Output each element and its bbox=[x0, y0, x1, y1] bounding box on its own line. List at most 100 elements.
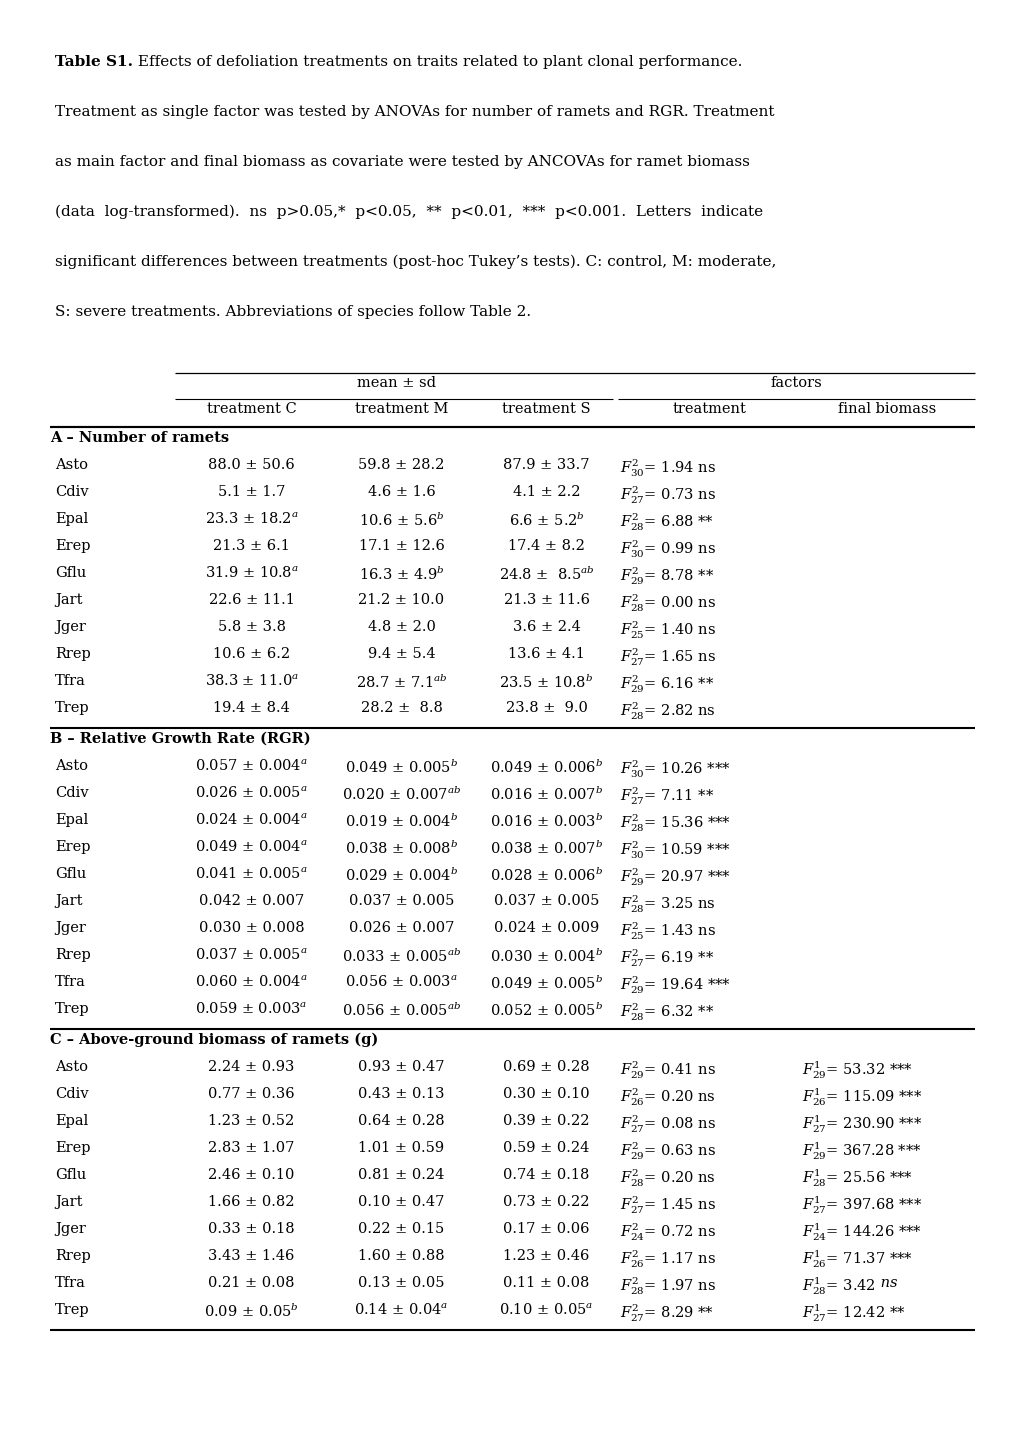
Text: 0.10 ± 0.05$^a$: 0.10 ± 0.05$^a$ bbox=[499, 1303, 593, 1319]
Text: 28.7 ± 7.1$^{ab}$: 28.7 ± 7.1$^{ab}$ bbox=[356, 674, 446, 691]
Text: 28.2 ±  8.8: 28.2 ± 8.8 bbox=[360, 701, 442, 714]
Text: A – Number of ramets: A – Number of ramets bbox=[50, 431, 229, 444]
Text: Table S1.: Table S1. bbox=[55, 55, 132, 69]
Text: 0.016 ± 0.007$^b$: 0.016 ± 0.007$^b$ bbox=[489, 786, 602, 804]
Text: 6.6 ± 5.2$^b$: 6.6 ± 5.2$^b$ bbox=[508, 512, 584, 530]
Text: 0.030 ± 0.004$^b$: 0.030 ± 0.004$^b$ bbox=[489, 948, 602, 965]
Text: 0.016 ± 0.003$^b$: 0.016 ± 0.003$^b$ bbox=[489, 812, 602, 830]
Text: Jart: Jart bbox=[55, 895, 83, 908]
Text: 0.30 ± 0.10: 0.30 ± 0.10 bbox=[502, 1087, 589, 1101]
Text: 87.9 ± 33.7: 87.9 ± 33.7 bbox=[502, 457, 589, 472]
Text: ns: ns bbox=[875, 1276, 897, 1290]
Text: 22.6 ± 11.1: 22.6 ± 11.1 bbox=[208, 593, 294, 608]
Text: $F^1_{24}$= 144.26 ***: $F^1_{24}$= 144.26 *** bbox=[801, 1222, 921, 1244]
Text: Trep: Trep bbox=[55, 701, 90, 714]
Text: 4.1 ± 2.2: 4.1 ± 2.2 bbox=[513, 485, 580, 499]
Text: $F^2_{30}$= 1.94 ns: $F^2_{30}$= 1.94 ns bbox=[620, 457, 715, 479]
Text: 0.09 ± 0.05$^b$: 0.09 ± 0.05$^b$ bbox=[204, 1303, 299, 1320]
Text: $F^2_{27}$= 7.11 **: $F^2_{27}$= 7.11 ** bbox=[620, 786, 713, 807]
Text: 0.052 ± 0.005$^b$: 0.052 ± 0.005$^b$ bbox=[489, 1001, 602, 1019]
Text: 0.17 ± 0.06: 0.17 ± 0.06 bbox=[502, 1222, 589, 1237]
Text: 0.059 ± 0.003$^a$: 0.059 ± 0.003$^a$ bbox=[195, 1001, 308, 1017]
Text: 0.049 ± 0.005$^b$: 0.049 ± 0.005$^b$ bbox=[344, 759, 458, 776]
Text: $F^2_{29}$= 19.64 ***: $F^2_{29}$= 19.64 *** bbox=[620, 975, 730, 996]
Text: Gflu: Gflu bbox=[55, 867, 87, 882]
Text: Erep: Erep bbox=[55, 840, 91, 854]
Text: 0.59 ± 0.24: 0.59 ± 0.24 bbox=[502, 1141, 589, 1154]
Text: $F^2_{30}$= 10.59 ***: $F^2_{30}$= 10.59 *** bbox=[620, 840, 730, 861]
Text: 5.1 ± 1.7: 5.1 ± 1.7 bbox=[218, 485, 285, 499]
Text: 1.60 ± 0.88: 1.60 ± 0.88 bbox=[358, 1250, 444, 1263]
Text: Rrep: Rrep bbox=[55, 1250, 91, 1263]
Text: 1.23 ± 0.52: 1.23 ± 0.52 bbox=[208, 1114, 294, 1128]
Text: 0.037 ± 0.005: 0.037 ± 0.005 bbox=[348, 895, 453, 908]
Text: 0.93 ± 0.47: 0.93 ± 0.47 bbox=[358, 1061, 444, 1074]
Text: $F^2_{25}$= 1.43 ns: $F^2_{25}$= 1.43 ns bbox=[620, 921, 715, 942]
Text: 0.020 ± 0.007$^{ab}$: 0.020 ± 0.007$^{ab}$ bbox=[341, 786, 461, 804]
Text: $F^2_{29}$= 0.63 ns: $F^2_{29}$= 0.63 ns bbox=[620, 1141, 715, 1162]
Text: $F^2_{29}$= 8.78 **: $F^2_{29}$= 8.78 ** bbox=[620, 566, 713, 587]
Text: $F^2_{26}$= 0.20 ns: $F^2_{26}$= 0.20 ns bbox=[620, 1087, 715, 1108]
Text: $F^2_{24}$= 0.72 ns: $F^2_{24}$= 0.72 ns bbox=[620, 1222, 715, 1244]
Text: 0.049 ± 0.004$^a$: 0.049 ± 0.004$^a$ bbox=[195, 840, 308, 856]
Text: $F^2_{29}$= 6.16 **: $F^2_{29}$= 6.16 ** bbox=[620, 674, 713, 696]
Text: 0.026 ± 0.005$^a$: 0.026 ± 0.005$^a$ bbox=[195, 786, 308, 801]
Text: 21.2 ± 10.0: 21.2 ± 10.0 bbox=[358, 593, 444, 608]
Text: Epal: Epal bbox=[55, 812, 89, 827]
Text: $F^2_{27}$= 6.19 **: $F^2_{27}$= 6.19 ** bbox=[620, 948, 713, 970]
Text: Asto: Asto bbox=[55, 457, 88, 472]
Text: Jger: Jger bbox=[55, 1222, 86, 1237]
Text: 17.4 ± 8.2: 17.4 ± 8.2 bbox=[507, 540, 584, 553]
Text: 1.23 ± 0.46: 1.23 ± 0.46 bbox=[502, 1250, 589, 1263]
Text: 0.030 ± 0.008: 0.030 ± 0.008 bbox=[199, 921, 304, 935]
Text: Asto: Asto bbox=[55, 759, 88, 773]
Text: 2.46 ± 0.10: 2.46 ± 0.10 bbox=[208, 1167, 294, 1182]
Text: $F^2_{28}$= 3.25 ns: $F^2_{28}$= 3.25 ns bbox=[620, 895, 715, 915]
Text: Effects of defoliation treatments on traits related to plant clonal performance.: Effects of defoliation treatments on tra… bbox=[132, 55, 742, 69]
Text: 13.6 ± 4.1: 13.6 ± 4.1 bbox=[507, 646, 584, 661]
Text: 4.8 ± 2.0: 4.8 ± 2.0 bbox=[367, 620, 435, 633]
Text: 0.13 ± 0.05: 0.13 ± 0.05 bbox=[358, 1276, 444, 1290]
Text: 0.43 ± 0.13: 0.43 ± 0.13 bbox=[358, 1087, 444, 1101]
Text: Cdiv: Cdiv bbox=[55, 485, 89, 499]
Text: $F^2_{28}$= 0.00 ns: $F^2_{28}$= 0.00 ns bbox=[620, 593, 715, 615]
Text: 0.81 ± 0.24: 0.81 ± 0.24 bbox=[358, 1167, 444, 1182]
Text: 21.3 ± 11.6: 21.3 ± 11.6 bbox=[503, 593, 589, 608]
Text: $F^2_{26}$= 1.17 ns: $F^2_{26}$= 1.17 ns bbox=[620, 1250, 715, 1270]
Text: treatment M: treatment M bbox=[355, 403, 447, 416]
Text: 10.6 ± 5.6$^b$: 10.6 ± 5.6$^b$ bbox=[359, 512, 444, 530]
Text: 0.042 ± 0.007: 0.042 ± 0.007 bbox=[199, 895, 304, 908]
Text: $F^2_{27}$= 1.65 ns: $F^2_{27}$= 1.65 ns bbox=[620, 646, 715, 668]
Text: significant differences between treatments (post-hoc Tukey’s tests). C: control,: significant differences between treatmen… bbox=[55, 255, 775, 270]
Text: B – Relative Growth Rate (RGR): B – Relative Growth Rate (RGR) bbox=[50, 732, 311, 746]
Text: treatment: treatment bbox=[672, 403, 745, 416]
Text: 0.11 ± 0.08: 0.11 ± 0.08 bbox=[502, 1276, 589, 1290]
Text: 0.024 ± 0.004$^a$: 0.024 ± 0.004$^a$ bbox=[195, 812, 308, 828]
Text: 16.3 ± 4.9$^b$: 16.3 ± 4.9$^b$ bbox=[359, 566, 444, 583]
Text: 0.026 ± 0.007: 0.026 ± 0.007 bbox=[348, 921, 453, 935]
Text: $F^2_{27}$= 0.08 ns: $F^2_{27}$= 0.08 ns bbox=[620, 1114, 715, 1136]
Text: 88.0 ± 50.6: 88.0 ± 50.6 bbox=[208, 457, 294, 472]
Text: 0.74 ± 0.18: 0.74 ± 0.18 bbox=[502, 1167, 589, 1182]
Text: $F^1_{29}$= 367.28 ***: $F^1_{29}$= 367.28 *** bbox=[801, 1141, 921, 1162]
Text: 23.5 ± 10.8$^b$: 23.5 ± 10.8$^b$ bbox=[499, 674, 593, 691]
Text: $F^2_{27}$= 1.45 ns: $F^2_{27}$= 1.45 ns bbox=[620, 1195, 715, 1216]
Text: 0.77 ± 0.36: 0.77 ± 0.36 bbox=[208, 1087, 294, 1101]
Text: 21.3 ± 6.1: 21.3 ± 6.1 bbox=[213, 540, 289, 553]
Text: 24.8 ±  8.5$^{ab}$: 24.8 ± 8.5$^{ab}$ bbox=[498, 566, 594, 583]
Text: $F^2_{28}$= 6.88 **: $F^2_{28}$= 6.88 ** bbox=[620, 512, 713, 534]
Text: $F^2_{29}$= 0.41 ns: $F^2_{29}$= 0.41 ns bbox=[620, 1061, 715, 1081]
Text: 3.6 ± 2.4: 3.6 ± 2.4 bbox=[513, 620, 580, 633]
Text: 0.037 ± 0.005$^a$: 0.037 ± 0.005$^a$ bbox=[195, 948, 308, 962]
Text: $F^2_{28}$= 6.32 **: $F^2_{28}$= 6.32 ** bbox=[620, 1001, 713, 1023]
Text: $F^2_{28}$= 1.97 ns: $F^2_{28}$= 1.97 ns bbox=[620, 1276, 715, 1297]
Text: Tfra: Tfra bbox=[55, 674, 86, 688]
Text: 0.041 ± 0.005$^a$: 0.041 ± 0.005$^a$ bbox=[195, 867, 308, 882]
Text: $F^2_{27}$= 8.29 **: $F^2_{27}$= 8.29 ** bbox=[620, 1303, 713, 1325]
Text: C – Above-ground biomass of ramets (g): C – Above-ground biomass of ramets (g) bbox=[50, 1033, 378, 1048]
Text: 0.14 ± 0.04$^a$: 0.14 ± 0.04$^a$ bbox=[354, 1303, 448, 1319]
Text: $F^2_{29}$= 20.97 ***: $F^2_{29}$= 20.97 *** bbox=[620, 867, 730, 889]
Text: $F^2_{27}$= 0.73 ns: $F^2_{27}$= 0.73 ns bbox=[620, 485, 715, 506]
Text: 0.033 ± 0.005$^{ab}$: 0.033 ± 0.005$^{ab}$ bbox=[341, 948, 461, 965]
Text: 23.8 ±  9.0: 23.8 ± 9.0 bbox=[505, 701, 587, 714]
